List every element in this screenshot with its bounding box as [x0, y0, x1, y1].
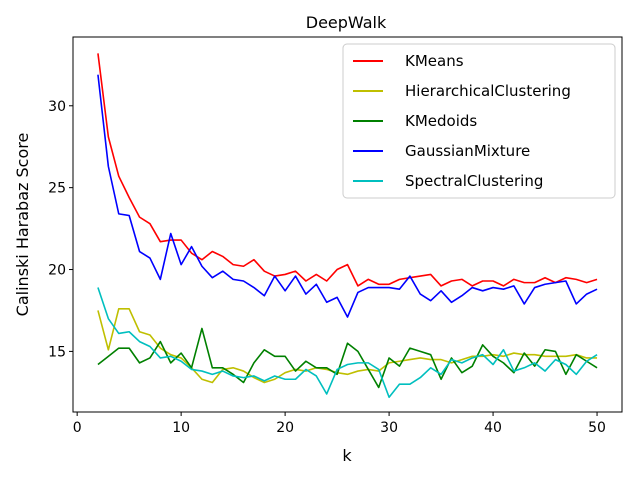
plot-frame	[72, 36, 623, 413]
y-tick-label: 20	[48, 263, 66, 279]
plot-area	[97, 53, 598, 399]
x-tick-label: 20	[276, 420, 294, 436]
series-line-4	[97, 287, 598, 399]
series-line-2	[97, 327, 598, 389]
y-tick-label: 30	[48, 99, 66, 115]
series-line-3	[97, 74, 598, 318]
legend-box	[342, 43, 616, 199]
y-axis: 15 20 25 30	[48, 99, 73, 360]
legend-label: HierarchicalClustering	[405, 82, 571, 100]
chart-title: DeepWalk	[306, 13, 387, 32]
legend-label: SpectralClustering	[405, 172, 543, 190]
x-tick-label: 50	[588, 420, 606, 436]
legend-label: KMeans	[405, 52, 464, 70]
x-tick-label: 40	[484, 420, 502, 436]
y-axis-title: Calinski Harabaz Score	[13, 133, 32, 317]
x-tick-label: 30	[380, 420, 398, 436]
series-line-0	[97, 53, 598, 287]
x-tick-label: 0	[73, 420, 82, 436]
legend-label: KMedoids	[405, 112, 477, 130]
legend-label: GaussianMixture	[405, 142, 530, 160]
x-axis: 0 10 20 30 40 50	[73, 412, 606, 436]
x-tick-label: 10	[172, 420, 190, 436]
legend: KMeans HierarchicalClustering KMedoids Gaus…	[342, 43, 616, 199]
series-line-1	[97, 308, 598, 384]
y-tick-label: 25	[48, 181, 66, 197]
x-axis-title: k	[342, 446, 352, 465]
y-tick-label: 15	[48, 344, 66, 360]
